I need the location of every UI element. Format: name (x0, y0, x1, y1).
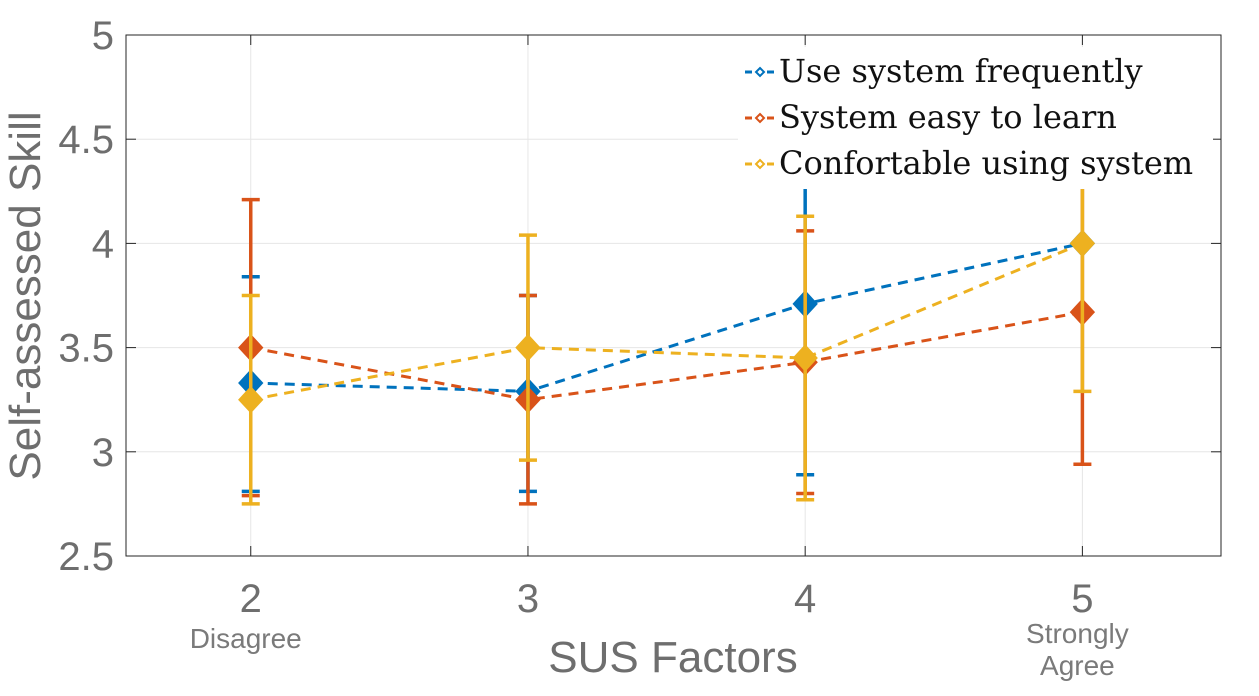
y-tick-label: 4.5 (58, 118, 114, 162)
data-point (515, 333, 541, 362)
x-tick-label: 2 (240, 577, 262, 621)
series-2 (238, 93, 1096, 506)
x-tick-label: 5 (1071, 577, 1093, 621)
axis-annotation: Agree (1040, 650, 1115, 681)
axis-annotation: Strongly (1026, 618, 1129, 649)
x-tick-label: 4 (794, 577, 816, 621)
series-line (250, 242, 1083, 402)
series-0 (238, 185, 1096, 494)
data-point (1069, 229, 1096, 258)
y-tick-label: 3 (92, 431, 114, 475)
legend-box (738, 47, 1213, 189)
data-point (792, 344, 818, 372)
x-axis-label: SUS Factors (548, 633, 797, 682)
y-tick-label: 3.5 (58, 327, 114, 371)
legend-marker (754, 66, 766, 78)
legend-label: Use system frequently (779, 52, 1143, 90)
plot-frame (125, 34, 1222, 557)
y-tick-label: 2.5 (58, 535, 114, 579)
series-line (250, 241, 1083, 393)
x-tick-label: 3 (517, 577, 539, 621)
legend-marker (754, 158, 766, 170)
legend: Use system frequently System easy to lear… (738, 47, 1213, 189)
axis-annotation: Disagree (190, 623, 302, 654)
y-tick-label: 5 (92, 14, 114, 58)
legend-label: System easy to learn (779, 98, 1117, 136)
legend-label: Confortable using system (779, 144, 1193, 182)
data-point (238, 385, 264, 414)
y-tick-label: 4 (92, 222, 114, 266)
series-1 (238, 160, 1096, 506)
y-axis-label: Self-assessed Skill (1, 111, 50, 480)
legend-marker (754, 112, 766, 124)
